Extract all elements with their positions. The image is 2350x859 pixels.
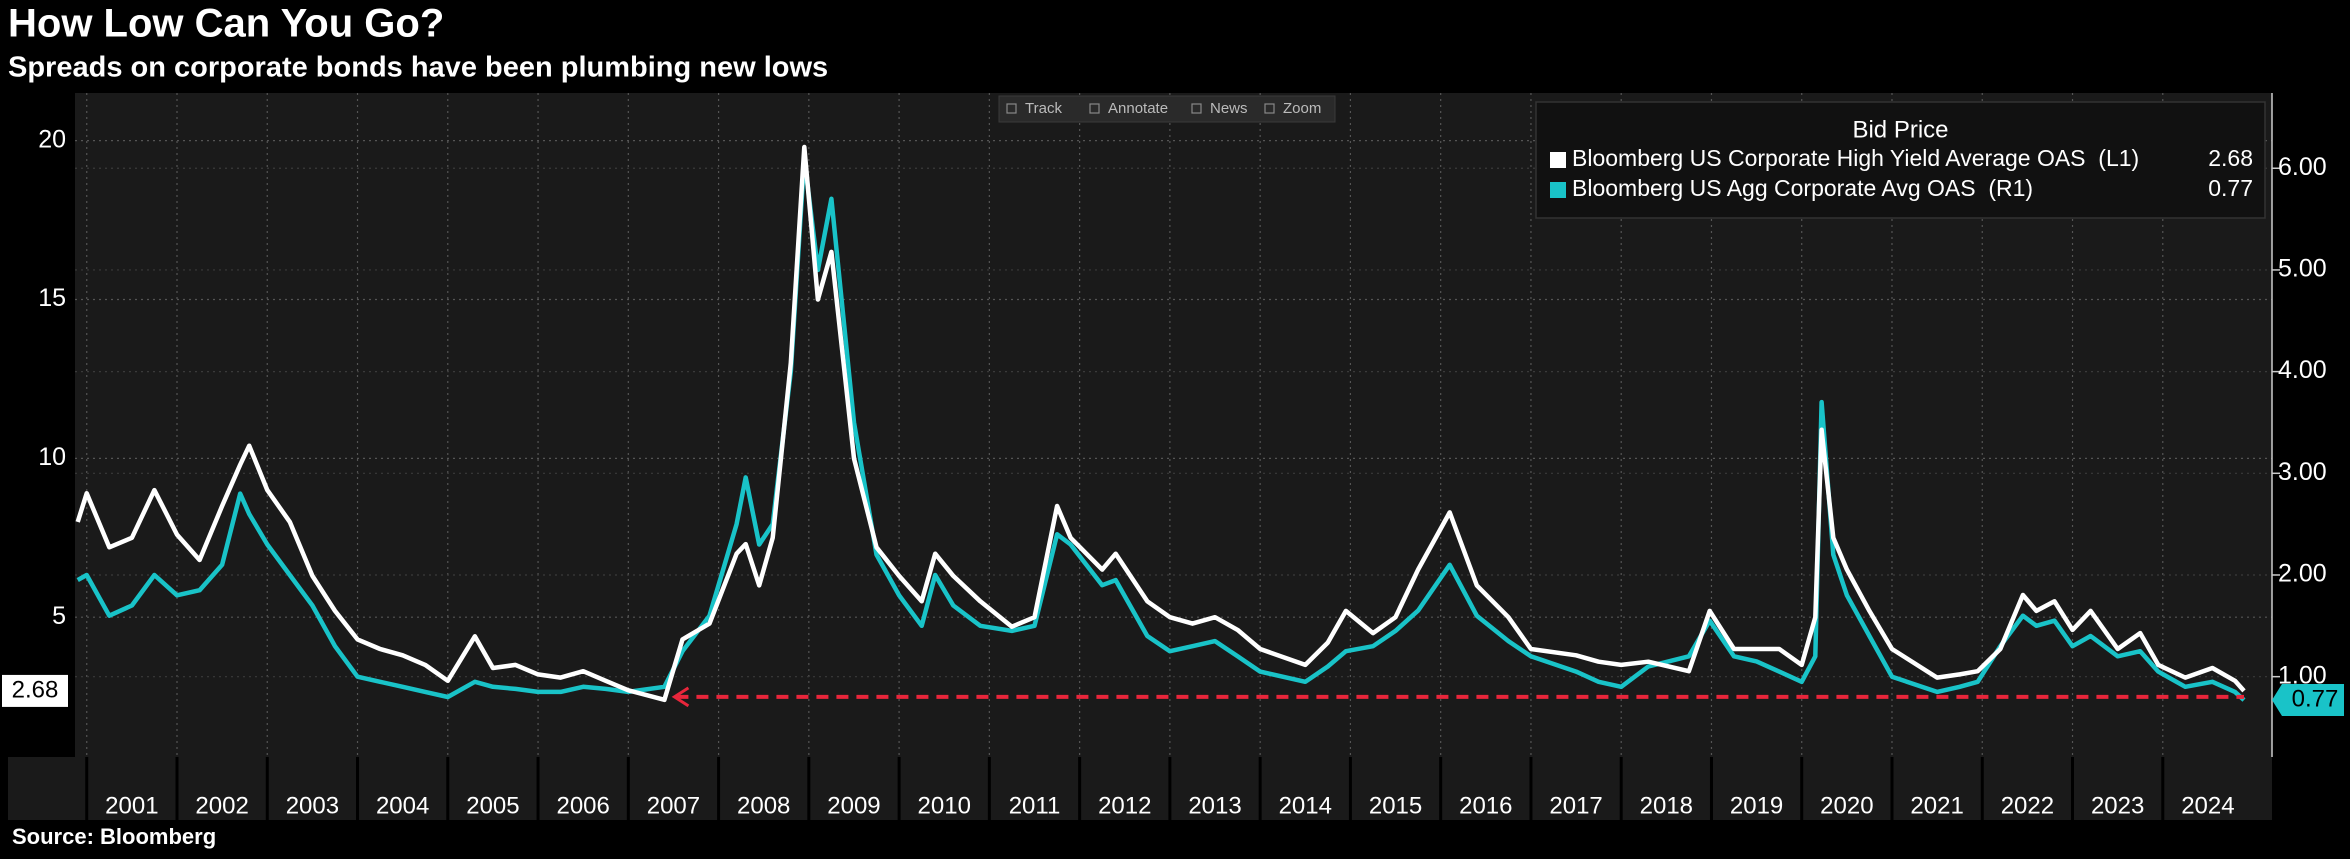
x-tick-label: 2022 [2001, 792, 2054, 819]
x-tick-label: 2012 [1098, 792, 1151, 819]
legend-title: Bid Price [1852, 116, 1948, 143]
last-value-label: 2.68 [12, 676, 59, 703]
x-tick-label: 2011 [1009, 792, 1061, 819]
reference-arrow [671, 686, 690, 708]
x-tick-label: 2001 [105, 792, 158, 819]
y-tick-label: 15 [38, 284, 66, 312]
toolbar-icon [1089, 103, 1100, 114]
y-tick-label: 5 [52, 602, 66, 630]
y-tick-label: 10 [38, 443, 66, 471]
toolbar-icon [1006, 103, 1017, 114]
x-tick-label: 2023 [2091, 792, 2144, 819]
y-tick-label: 20 [38, 125, 66, 153]
toolbar-bg [998, 95, 1336, 123]
legend-label: Bloomberg US Agg Corporate Avg OAS (R1) [1572, 175, 2033, 201]
toolbar: Track Annotate News Zoom [998, 95, 1336, 123]
x-tick-label: 2024 [2181, 792, 2234, 819]
last-value-label: 0.77 [2292, 685, 2339, 712]
legend-value: 0.77 [2208, 175, 2253, 201]
y2-tick-label: 4.00 [2278, 356, 2327, 384]
x-axis-band [8, 757, 2272, 820]
x-tick-label: 2019 [1730, 792, 1783, 819]
toolbar-icon [1191, 103, 1202, 114]
x-tick-label: 2015 [1369, 792, 1422, 819]
source: Source: Bloomberg [12, 824, 216, 849]
legend-box [1535, 101, 2266, 219]
x-tick-label: 2016 [1459, 792, 1512, 819]
toolbar-icon [1264, 103, 1275, 114]
toolbar-button[interactable]: Track [1025, 100, 1062, 117]
y2-tick-label: 3.00 [2278, 458, 2327, 486]
y2-tick-label: 5.00 [2278, 255, 2327, 283]
x-tick-label: 2018 [1640, 792, 1693, 819]
x-tick-label: 2006 [556, 792, 609, 819]
series-line [75, 144, 2246, 703]
legend-value: 2.68 [2208, 145, 2253, 171]
toolbar-button[interactable]: News [1210, 100, 1248, 117]
legend-swatch [1550, 182, 1566, 198]
y2-tick-label: 6.00 [2278, 153, 2327, 181]
x-tick-label: 2004 [376, 792, 429, 819]
x-tick-label: 2021 [1910, 792, 1963, 819]
legend-label: Bloomberg US Corporate High Yield Averag… [1572, 145, 2139, 171]
legend-swatch [1550, 152, 1566, 168]
x-tick-label: 2002 [195, 792, 248, 819]
toolbar-button[interactable]: Annotate [1108, 100, 1168, 117]
toolbar-button[interactable]: Zoom [1283, 100, 1321, 117]
x-tick-label: 2017 [1549, 792, 1602, 819]
last-value-box [2, 674, 68, 707]
x-tick-label: 2007 [647, 792, 700, 819]
x-tick-label: 2010 [918, 792, 971, 819]
x-tick-label: 2013 [1188, 792, 1241, 819]
x-tick-label: 2020 [1820, 792, 1873, 819]
last-value-box [2272, 684, 2344, 717]
chart-subtitle: Spreads on corporate bonds have been plu… [8, 52, 828, 84]
x-tick-label: 2008 [737, 792, 790, 819]
x-tick-label: 2014 [1279, 792, 1332, 819]
y2-tick-label: 2.00 [2278, 560, 2327, 588]
x-tick-label: 2005 [466, 792, 519, 819]
series-line [76, 155, 2246, 702]
x-tick-label: 2009 [827, 792, 880, 819]
x-tick-label: 2003 [286, 792, 339, 819]
chart-title: How Low Can You Go? [8, 2, 444, 46]
